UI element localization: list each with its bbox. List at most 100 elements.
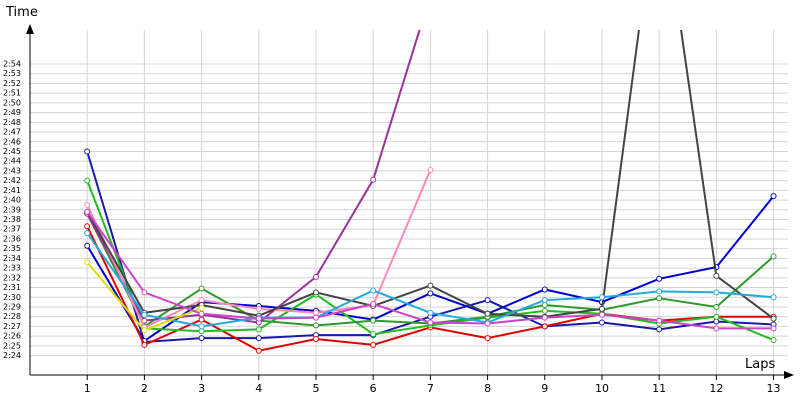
- data-point: [370, 341, 377, 348]
- data-point: [541, 297, 548, 304]
- data-point: [656, 317, 663, 324]
- data-point: [141, 327, 148, 334]
- data-point: [598, 294, 605, 301]
- x-axis-label: Laps: [745, 357, 775, 372]
- x-tick-label: 10: [595, 382, 609, 395]
- x-axis-arrow: [784, 371, 794, 379]
- x-tick-label: 6: [370, 382, 377, 395]
- data-point: [770, 253, 777, 260]
- data-point: [84, 201, 91, 208]
- data-point: [598, 305, 605, 312]
- data-point: [312, 322, 319, 329]
- data-point: [656, 275, 663, 282]
- data-point: [84, 259, 91, 266]
- y-tick-label: 2:49: [3, 108, 21, 117]
- y-tick-label: 2:46: [3, 137, 21, 146]
- y-tick-label: 2:36: [3, 234, 21, 243]
- data-point: [770, 337, 777, 344]
- data-point: [656, 326, 663, 333]
- data-point: [484, 335, 491, 342]
- data-point: [84, 208, 91, 215]
- data-point: [198, 297, 205, 304]
- data-point: [255, 326, 262, 333]
- y-tick-label: 2:45: [3, 147, 21, 156]
- x-tick-label: 1: [84, 382, 91, 395]
- data-point: [84, 148, 91, 155]
- data-point: [84, 230, 91, 237]
- data-point: [484, 320, 491, 327]
- data-point: [541, 314, 548, 321]
- data-point: [541, 323, 548, 330]
- y-tick-label: 2:29: [3, 302, 21, 311]
- plot-area: [84, 30, 777, 354]
- data-point: [713, 325, 720, 332]
- y-tick-label: 2:25: [3, 341, 21, 350]
- x-tick-label: 13: [767, 382, 781, 395]
- data-point: [198, 316, 205, 323]
- data-point: [713, 289, 720, 296]
- x-tick-label: 5: [312, 382, 319, 395]
- data-point: [84, 223, 91, 230]
- data-point: [84, 242, 91, 249]
- x-tick-label: 11: [652, 382, 666, 395]
- y-tick-label: 2:51: [3, 89, 21, 98]
- data-point: [198, 335, 205, 342]
- y-tick-label: 2:54: [3, 60, 21, 69]
- data-point: [255, 335, 262, 342]
- data-point: [427, 166, 434, 173]
- data-point: [713, 313, 720, 320]
- data-point: [713, 318, 720, 325]
- y-tick-label: 2:43: [3, 166, 21, 175]
- data-point: [141, 289, 148, 296]
- y-tick-label: 2:53: [3, 69, 21, 78]
- y-tick-label: 2:39: [3, 205, 21, 214]
- data-point: [312, 289, 319, 296]
- data-point: [370, 331, 377, 338]
- data-point: [255, 347, 262, 354]
- data-point: [255, 315, 262, 322]
- data-point: [484, 297, 491, 304]
- data-point: [656, 295, 663, 302]
- data-point: [312, 309, 319, 316]
- y-tick-label: 2:26: [3, 332, 21, 341]
- y-tick-label: 2:35: [3, 244, 21, 253]
- data-point: [598, 311, 605, 318]
- data-point: [198, 310, 205, 317]
- data-point: [770, 325, 777, 332]
- data-point: [198, 304, 205, 311]
- y-tick-label: 2:33: [3, 264, 21, 273]
- data-point: [312, 336, 319, 343]
- data-point: [770, 315, 777, 322]
- data-point: [370, 317, 377, 324]
- y-tick-label: 2:34: [3, 254, 21, 263]
- data-point: [141, 311, 148, 318]
- data-point: [656, 288, 663, 295]
- y-tick-label: 2:31: [3, 283, 21, 292]
- data-point: [198, 285, 205, 292]
- x-tick-label: 7: [427, 382, 434, 395]
- data-point: [770, 193, 777, 200]
- y-tick-label: 2:30: [3, 293, 21, 302]
- x-tick-label: 4: [255, 382, 262, 395]
- x-tick-label: 3: [198, 382, 205, 395]
- x-tick-label: 2: [141, 382, 148, 395]
- y-tick-label: 2:27: [3, 322, 21, 331]
- x-tick-label: 12: [709, 382, 723, 395]
- y-tick-label: 2:44: [3, 157, 21, 166]
- y-axis-label: Time: [5, 5, 38, 20]
- data-point: [427, 282, 434, 289]
- y-axis-arrow: [26, 24, 34, 34]
- data-point: [312, 273, 319, 280]
- data-point: [370, 287, 377, 294]
- data-point: [198, 328, 205, 335]
- data-point: [198, 323, 205, 330]
- y-tick-label: 2:41: [3, 186, 21, 195]
- y-tick-label: 2:38: [3, 215, 21, 224]
- y-tick-label: 2:40: [3, 196, 21, 205]
- y-tick-label: 2:48: [3, 118, 21, 127]
- data-point: [427, 290, 434, 297]
- y-tick-label: 2:42: [3, 176, 21, 185]
- data-point: [370, 176, 377, 183]
- data-point: [84, 177, 91, 184]
